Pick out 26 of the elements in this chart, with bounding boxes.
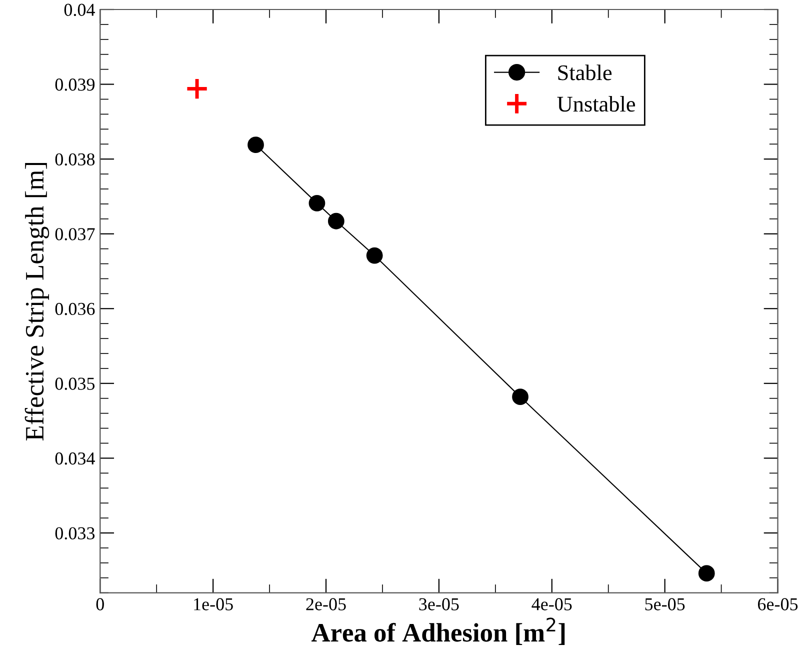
point [512,388,528,406]
y-tick-label: 0.038 [55,153,95,166]
y-tick-label: 0.033 [55,527,95,540]
y-tick-label: 0.039 [55,78,95,91]
x-tick-label: 2e-05 [306,598,346,610]
legend-label: Unstable [557,96,636,112]
point [366,247,383,264]
x-tick-label: 1e-05 [194,598,233,610]
x-tick-label: 5e-05 [645,598,685,610]
point [698,565,715,582]
point [328,212,344,230]
legend-label: Stable [558,64,612,80]
x-tick-label: 3e-05 [419,598,459,610]
point [185,77,209,100]
x-axis-title: Area of Adhesion [m$^{2}$] [311,618,565,645]
y-tick-label: 0.04 [64,4,95,16]
x-tick-label: 0 [96,598,104,610]
y-tick-label: 0.037 [55,228,95,240]
x-tick-label: 6e-05 [758,598,798,610]
point [308,194,326,212]
y-axis-title: Effective Strip Length [m] [24,162,50,440]
x-tick-label: 4e-05 [532,598,572,610]
point [248,136,264,154]
y-tick-label: 0.035 [55,378,95,390]
y-tick-label: 0.034 [55,452,95,465]
y-tick-label: 0.036 [55,302,95,316]
